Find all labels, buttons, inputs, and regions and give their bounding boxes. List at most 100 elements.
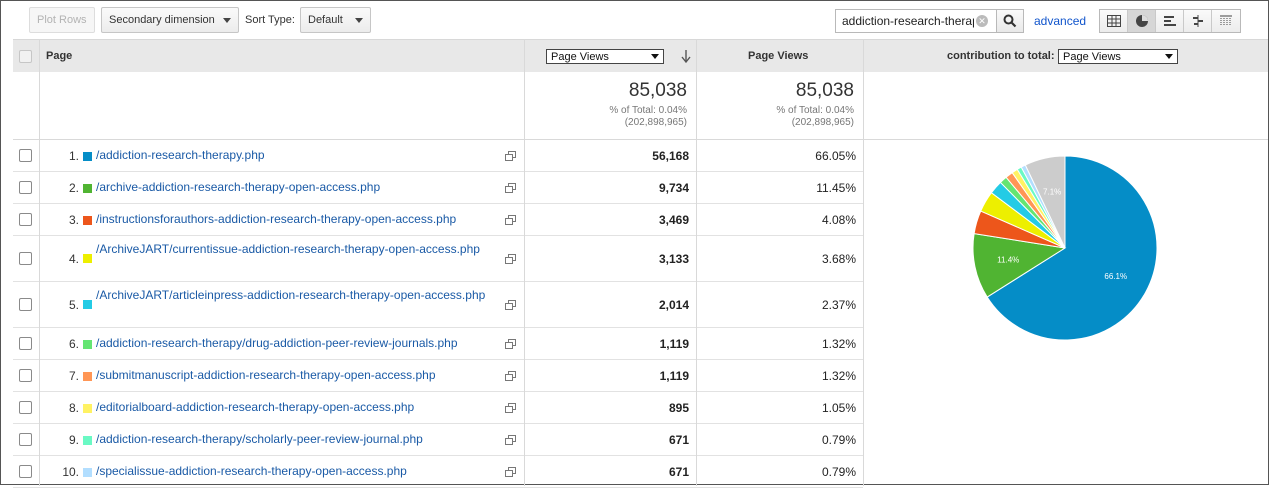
metric-select[interactable]: Page Views — [546, 49, 664, 64]
page-views-value: 2,014 — [658, 298, 689, 312]
series-color-swatch — [83, 372, 92, 381]
contribution-pie-chart: 66.1% 11.4% 7.1% — [972, 156, 1158, 341]
series-color-swatch — [83, 340, 92, 349]
series-color-swatch — [83, 254, 92, 263]
pie-view-icon — [1135, 15, 1148, 27]
row-number: 7. — [68, 369, 79, 383]
sort-type-dropdown[interactable]: Default — [300, 7, 371, 33]
contribution-percent: 0.79% — [821, 465, 856, 479]
open-in-new-window-icon[interactable] — [505, 215, 516, 225]
row-checkbox[interactable] — [19, 298, 32, 311]
search-button[interactable] — [996, 9, 1024, 33]
total-metric-overall: (202,898,965) — [624, 117, 687, 128]
metric-select-value: Page Views — [551, 50, 609, 63]
row-checkbox[interactable] — [19, 401, 32, 414]
chevron-down-icon — [222, 17, 231, 23]
row-checkbox[interactable] — [19, 181, 32, 194]
contribution-percent: 3.68% — [821, 252, 856, 266]
table-row: 4. /ArchiveJART/currentissue-addiction-re… — [13, 236, 863, 282]
open-in-new-window-icon[interactable] — [505, 435, 516, 445]
page-column-header[interactable]: Page — [46, 50, 73, 62]
table-filter-field[interactable]: addiction-research-therap ✕ — [835, 9, 997, 33]
page-link[interactable]: /instructionsforauthors-addiction-resear… — [96, 212, 457, 226]
open-in-new-window-icon[interactable] — [505, 300, 516, 310]
page-link[interactable]: /addiction-research-therapy/scholarly-pe… — [96, 432, 423, 446]
row-checkbox[interactable] — [19, 369, 32, 382]
pie-slice-label: 11.4% — [997, 256, 1019, 265]
page-views-value: 1,119 — [659, 337, 689, 351]
page-views-value: 671 — [668, 465, 689, 479]
contribution-percent: 66.05% — [815, 149, 856, 163]
open-in-new-window-icon[interactable] — [505, 183, 516, 193]
row-checkbox[interactable] — [19, 433, 32, 446]
open-in-new-window-icon[interactable] — [505, 339, 516, 349]
table-row: 1. /addiction-research-therapy.php 56,168 6… — [13, 140, 863, 172]
row-number: 2. — [68, 181, 79, 195]
clear-icon[interactable]: ✕ — [976, 15, 988, 27]
page-views-value: 671 — [668, 433, 689, 447]
page-link[interactable]: /ArchiveJART/articleinpress-addiction-re… — [96, 288, 486, 302]
series-color-swatch — [83, 436, 92, 445]
contribution-percent: 11.45% — [816, 181, 856, 195]
secondary-dimension-label: Secondary dimension — [109, 14, 215, 26]
row-number: 3. — [68, 213, 79, 227]
plot-rows-button[interactable]: Plot Rows — [29, 7, 95, 33]
table-row: 9. /addiction-research-therapy/scholarly-… — [13, 424, 863, 456]
pie-slice-label: 7.1% — [1043, 187, 1061, 196]
table-view-button[interactable] — [1100, 10, 1128, 32]
contribution-percent: 2.37% — [821, 298, 856, 312]
page-link[interactable]: /specialissue-addiction-research-therapy… — [96, 464, 407, 478]
row-number: 5. — [68, 298, 79, 312]
row-checkbox[interactable] — [19, 252, 32, 265]
page-views-column-header[interactable]: Page Views — [748, 50, 809, 62]
row-number: 1. — [68, 149, 79, 163]
open-in-new-window-icon[interactable] — [505, 403, 516, 413]
pie-slice[interactable] — [1024, 156, 1066, 249]
page-link[interactable]: /editorialboard-addiction-research-thera… — [96, 400, 415, 414]
advanced-filter-link[interactable]: advanced — [1034, 14, 1087, 28]
page-link[interactable]: /addiction-research-therapy.php — [96, 148, 265, 162]
row-checkbox[interactable] — [19, 465, 32, 478]
table-row: 10. /specialissue-addiction-research-ther… — [13, 456, 863, 488]
contribution-select[interactable]: Page Views — [1058, 49, 1178, 64]
column-divider — [863, 39, 864, 486]
table-row: 3. /instructionsforauthors-addiction-rese… — [13, 204, 863, 236]
row-number: 10. — [62, 465, 79, 479]
page-link[interactable]: /ArchiveJART/currentissue-addiction-rese… — [96, 242, 480, 256]
row-number: 8. — [68, 401, 79, 415]
page-link[interactable]: /addiction-research-therapy/drug-addicti… — [96, 336, 458, 350]
page-link[interactable]: /archive-addiction-research-therapy-open… — [96, 180, 381, 194]
pie-slice[interactable] — [986, 156, 1158, 341]
select-all-checkbox[interactable] — [19, 50, 32, 63]
row-checkbox[interactable] — [19, 149, 32, 162]
open-in-new-window-icon[interactable] — [505, 371, 516, 381]
search-icon — [1003, 14, 1017, 28]
table-row: 7. /submitmanuscript-addiction-research-t… — [13, 360, 863, 392]
pie-slice[interactable] — [972, 233, 1067, 298]
open-in-new-window-icon[interactable] — [505, 254, 516, 264]
contribution-percent: 0.79% — [821, 433, 856, 447]
pie-slice-label: 66.1% — [1104, 272, 1127, 281]
row-checkbox[interactable] — [19, 213, 32, 226]
sort-descending-icon[interactable] — [681, 50, 691, 63]
page-link[interactable]: /submitmanuscript-addiction-research-the… — [96, 368, 436, 382]
column-divider — [524, 39, 525, 486]
series-color-swatch — [83, 184, 92, 193]
chevron-down-icon — [1165, 54, 1173, 59]
search-input[interactable]: addiction-research-therap — [842, 14, 974, 28]
contribution-label: contribution to total: — [947, 50, 1055, 62]
contribution-percent: 1.32% — [821, 369, 856, 383]
comparison-view-button[interactable] — [1184, 10, 1212, 32]
pivot-view-button[interactable] — [1212, 10, 1240, 32]
pie-view-button[interactable] — [1128, 10, 1156, 32]
row-number: 6. — [68, 337, 79, 351]
secondary-dimension-dropdown[interactable]: Secondary dimension — [101, 7, 239, 33]
total-page-views-value: 85,038 — [795, 80, 854, 101]
totals-row: 85,038 % of Total: 0.04% (202,898,965) 8… — [13, 72, 1268, 140]
page-views-value: 56,168 — [652, 149, 689, 163]
performance-view-button[interactable] — [1156, 10, 1184, 32]
open-in-new-window-icon[interactable] — [505, 151, 516, 161]
chevron-down-icon — [651, 54, 659, 59]
row-checkbox[interactable] — [19, 337, 32, 350]
open-in-new-window-icon[interactable] — [505, 467, 516, 477]
